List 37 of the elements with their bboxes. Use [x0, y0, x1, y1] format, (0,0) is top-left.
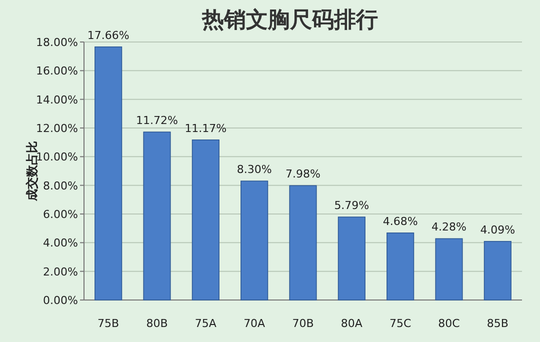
bar: [484, 240, 512, 300]
y-tick-label: 8.00%: [43, 179, 78, 192]
x-tick-label: 75A: [194, 317, 217, 330]
y-tick-label: 0.00%: [43, 294, 78, 307]
bar: [192, 139, 220, 300]
x-tick-label: 70A: [244, 317, 266, 330]
y-tick-label: 2.00%: [43, 265, 78, 278]
bar: [143, 132, 171, 300]
bar: [386, 232, 414, 300]
x-tick-label: 80B: [146, 317, 168, 330]
data-label: 5.79%: [334, 199, 370, 212]
data-label: 8.30%: [236, 163, 272, 176]
x-tick-label: 80C: [438, 317, 460, 330]
bar: [435, 238, 463, 300]
data-label: 11.72%: [136, 114, 178, 128]
data-label: 4.28%: [432, 220, 466, 234]
x-tick-label: 75C: [389, 317, 412, 330]
x-tick-label: 70B: [292, 317, 314, 330]
y-tick-label: 4.00%: [43, 236, 78, 250]
y-tick-label: 18.00%: [36, 36, 78, 49]
y-tick-label: 12.00%: [36, 122, 78, 135]
data-label: 7.98%: [286, 168, 320, 181]
y-tick-label: 14.00%: [36, 93, 78, 106]
bar: [289, 185, 317, 300]
bar: [94, 46, 122, 300]
data-label: 17.66%: [87, 28, 130, 42]
bar: [240, 180, 268, 300]
bar: [338, 216, 366, 300]
y-tick-label: 16.00%: [36, 64, 78, 78]
x-tick-label: 85B: [486, 317, 508, 330]
data-label: 4.09%: [480, 223, 516, 236]
data-label: 11.17%: [184, 122, 227, 135]
x-tick-label: 80A: [340, 317, 363, 330]
data-label: 4.68%: [382, 214, 418, 228]
x-tick-label: 75B: [98, 317, 120, 330]
y-tick-label: 6.00%: [43, 208, 78, 221]
chart-title: 热销文胸尺码排行: [201, 7, 378, 33]
